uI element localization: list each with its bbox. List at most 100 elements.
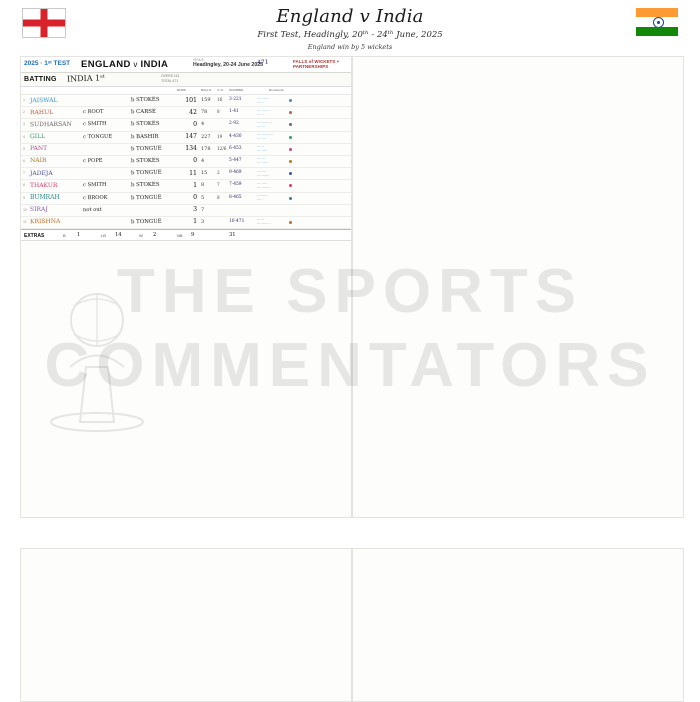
batsman-number: 1 [23,98,25,102]
extras-type: W [139,232,143,238]
scoring-annotation: ··············· [257,145,268,154]
batsman-name: KRISHNA [29,218,61,226]
batsman-number: 2 [23,110,25,115]
batsman-name: SIRAJ [29,206,48,214]
dismissal-bowler: b STOKES [130,157,160,165]
match-result: England win by 5 wickets [307,43,393,51]
batsman-fow-ref: 4·430 [229,133,242,139]
team-home: ENGLAND [81,59,131,70]
batsman-row[interactable]: 4 GILL c TONGUE b BASHIR 147 227 19 4·430 ······… [21,132,351,144]
extras-label: EXTRAS [24,232,45,239]
batsman-runs: 11 [189,169,197,177]
batsman-balls: 3 [201,218,205,225]
batsman-row[interactable]: 8 THAKUR c SMITH b STOKES 1 8 7 7·459 ········· ·… [21,180,351,193]
dismissal-marker [289,220,292,224]
batsman-number: 5 [23,146,25,151]
batsman-balls: 178 [201,145,211,152]
batsman-row[interactable]: 5 PANT b TONGUE 134 178 12/6 6·453 ······ ······… [21,144,351,156]
batsman-number: 6 [23,158,25,163]
scorecard-england-2nd[interactable] [352,548,684,702]
batsman-balls: 78 [201,109,208,116]
england-flag [22,8,66,38]
page-header: England v India First Test, Headingly, 2… [0,0,700,52]
batsman-row[interactable]: 11 KRISHNA b TONGUE 1 3 10·471 ······ ·········… [21,217,351,230]
vs-label: v [130,60,141,69]
dismissal-marker [289,159,292,163]
batsman-balls: 4 [201,157,205,164]
extras-value: 14 [115,232,122,239]
batsman-runs: 42 [189,108,197,116]
batsman-row[interactable]: 10 SIRAJ not out 3 7 [21,205,351,217]
scoring-annotation: ·················· [257,218,271,227]
batsman-row[interactable]: 1 JAISWAL b STOKES 101 159 16 3·221 ···········… [21,95,351,108]
dismissal-bowler: b TONGUE [130,145,162,153]
batsman-runs: 3 [193,206,197,214]
scoring-annotation: ············· ······· [257,120,272,129]
venue-label: VENUE [193,58,204,62]
dismissal-fielder: c SMITH [82,182,107,189]
batsman-fow-ref: 1·41 [229,109,239,115]
extras-type: NB [177,232,183,238]
dismissal-fielder: c POPE [82,157,103,165]
venue-value: Headingley, 20-24 June 2025 [193,62,263,68]
dismissal-marker [289,123,292,127]
scorecard-india-1st[interactable]: 2025 · 1ˢᵗ TEST ENGLAND v INDIA VENUE Headi… [20,56,352,518]
batsman-row[interactable]: 2 RAHUL c ROOT b CARSE 42 78 8 1·41 ············… [21,107,351,120]
batsman-name: NAIR [29,157,47,165]
column-header: BALLS [201,88,212,92]
batsman-row[interactable]: 3 SUDHARSAN c SMITH b STOKES 0 4 2·92 ·········… [21,119,351,132]
flag-saffron-stripe [636,8,678,18]
flag-cross-horizontal [23,19,65,27]
test-label: 2025 · 1ˢᵗ TEST [24,60,71,67]
scorecard-india-2nd[interactable] [20,548,352,702]
batsman-name: SUDHARSAN [29,120,72,129]
batsman-fow-ref: 5·447 [229,157,242,163]
dismissal-fielder: c BROOK [82,194,108,201]
batsman-runs: 0 [193,120,197,128]
scoring-annotation: ········· ············ [257,181,271,190]
batsman-balls: 7 [201,206,205,213]
dismissal-marker [289,135,292,139]
batsman-number: 3 [23,122,25,127]
scoring-annotation: ······· ·········· [257,157,269,166]
column-header: Dismissal [269,88,284,92]
batsman-runs: 101 [185,96,197,104]
dismissal-bowler: b TONGUE [130,218,162,226]
batsman-fow-ref: 9·469 [229,170,242,176]
batsman-boundaries: 12/6 [217,145,227,151]
batsman-number: 4 [23,134,25,139]
batsman-fow-ref: 3·221 [229,97,242,102]
batsman-name: BUMRAH [30,194,60,201]
batsman-balls: 8 [201,182,205,189]
batsman-runs: 0 [193,194,197,201]
dismissal-bowler: b TONGUE [130,194,162,201]
fow-title: FALLS of WICKETS + PARTNERSHIPS [293,59,340,69]
meta-overs: OVERS 113 [161,74,180,78]
column-header: RUNS [177,88,186,92]
batsman-balls: 227 [201,133,211,140]
extras-value: 9 [191,232,195,239]
batsman-row[interactable]: 6 NAIR c POPE b STOKES 0 4 5·447 ······· ·······… [21,156,351,169]
batsman-boundaries: 8 [217,109,220,115]
batsman-row[interactable]: 9 BUMRAH c BROOK b TONGUE 0 5 8 8·465 ··········… [21,193,351,205]
extras-total: 31 [229,232,236,239]
flag-green-stripe [636,26,678,36]
batsman-name: JADEJA [29,169,53,177]
column-header: 4 / 6 [217,88,224,92]
batsman-name: THAKUR [29,181,58,189]
extras-value: 2 [153,232,157,239]
batsman-balls: 5 [201,194,205,201]
scorecard-england-1st[interactable] [352,56,684,518]
dismissal-fielder: c TONGUE [82,133,113,140]
batsman-name: PANT [29,145,48,153]
scoring-annotation: ·············· ········ [257,133,273,142]
batsman-balls: 15 [201,170,208,177]
batsman-fow-ref: 7·459 [229,182,242,188]
batsman-row[interactable]: 7 JADEJA b TONGUE 11 15 2 9·469 ········ ·······… [21,168,351,181]
dismissal-bowler: b CARSE [130,108,156,116]
title-block: England v India First Test, Headingly, 2… [0,6,700,51]
dismissal-bowler: b STOKES [130,121,160,128]
batsman-name: RAHUL [29,108,54,116]
batsman-boundaries: 16 [217,97,223,102]
match-teams: ENGLAND v INDIA [81,59,168,70]
